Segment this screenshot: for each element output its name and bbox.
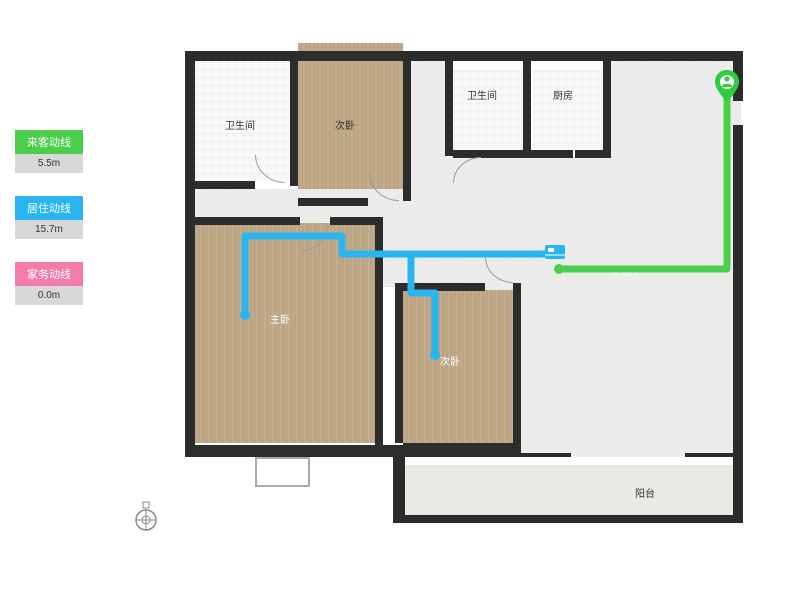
wall	[445, 51, 453, 156]
legend-panel: 来客动线 5.5m 居住动线 15.7m 家务动线 0.0m	[15, 130, 83, 320]
wall	[733, 457, 743, 523]
legend-guest: 来客动线 5.5m	[15, 130, 83, 173]
room-balcony	[403, 465, 738, 520]
wall	[523, 61, 531, 156]
wall	[513, 283, 521, 457]
floor-plan: 卫生间 次卧 卫生间 厨房 主卧 次卧 客餐厅 阳台	[175, 25, 760, 555]
label-bath1: 卫生间	[225, 117, 255, 132]
wall	[185, 51, 743, 61]
legend-guest-label: 来客动线	[15, 130, 83, 154]
start-marker-icon	[715, 70, 739, 102]
legend-guest-value: 5.5m	[15, 154, 83, 173]
room-bath2	[453, 70, 523, 150]
wall	[393, 515, 743, 523]
label-bed2b: 次卧	[440, 353, 460, 368]
wall	[395, 283, 485, 291]
room-bed2b	[403, 290, 520, 443]
legend-chores-label: 家务动线	[15, 262, 83, 286]
wall	[290, 51, 298, 186]
compass-icon	[130, 500, 162, 537]
wall	[330, 217, 380, 225]
legend-living-label: 居住动线	[15, 196, 83, 220]
label-bed2a: 次卧	[335, 117, 355, 132]
room-master	[195, 223, 375, 443]
label-bath2: 卫生间	[467, 87, 497, 102]
label-master: 主卧	[270, 311, 290, 326]
legend-living-value: 15.7m	[15, 220, 83, 239]
room-kitchen	[533, 70, 603, 150]
wall	[403, 443, 521, 457]
wall	[395, 283, 403, 443]
label-living: 客餐厅	[610, 263, 640, 278]
wall	[453, 150, 573, 158]
wall	[298, 198, 368, 206]
wall	[575, 150, 611, 158]
corridor-vert	[381, 223, 449, 287]
wall	[603, 51, 611, 158]
wall	[185, 445, 395, 457]
wall	[195, 181, 255, 189]
label-kitchen: 厨房	[553, 87, 573, 102]
wall	[195, 217, 300, 225]
balcony-outline-small	[255, 457, 310, 487]
legend-chores-value: 0.0m	[15, 286, 83, 305]
label-balcony: 阳台	[635, 485, 655, 500]
legend-living: 居住动线 15.7m	[15, 196, 83, 239]
wall	[375, 217, 383, 457]
wall	[521, 453, 571, 457]
wall	[733, 125, 743, 465]
legend-chores: 家务动线 0.0m	[15, 262, 83, 305]
wall	[185, 51, 195, 455]
wall	[403, 51, 411, 201]
wall	[685, 453, 735, 457]
